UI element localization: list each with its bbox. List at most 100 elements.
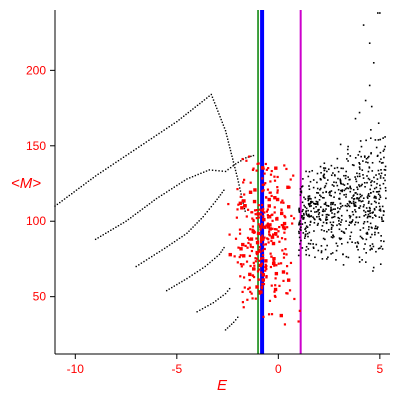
cloud-point xyxy=(354,209,356,211)
cloud-point xyxy=(374,233,376,236)
curve-3-point xyxy=(143,260,145,263)
curve-1-point xyxy=(222,124,225,126)
red-point xyxy=(260,209,263,212)
cloud-point xyxy=(331,184,334,186)
red-point xyxy=(248,238,251,241)
cloud-point xyxy=(360,184,363,187)
cloud-point xyxy=(320,245,323,247)
curve-4-point xyxy=(168,288,170,290)
cloud-point xyxy=(347,187,350,190)
red-point xyxy=(252,218,255,222)
cloud-point xyxy=(346,209,348,212)
curve-1-point xyxy=(163,129,165,131)
cloud-point xyxy=(339,178,342,181)
cloud-point xyxy=(335,242,338,245)
red-point xyxy=(256,231,261,236)
red-point xyxy=(259,213,263,216)
red-point xyxy=(284,216,287,219)
red-point xyxy=(259,228,262,231)
curve-3-point xyxy=(151,255,153,258)
curve-1-point xyxy=(155,134,158,136)
cloud-point xyxy=(324,201,327,204)
curve-3-point xyxy=(183,234,186,236)
curve-1-point xyxy=(59,201,61,204)
cloud-point xyxy=(360,200,363,203)
cloud-point xyxy=(372,211,374,213)
cloud-point xyxy=(323,162,326,165)
cloud-point xyxy=(300,226,302,229)
red-point xyxy=(227,202,230,206)
cloud-point xyxy=(382,220,385,222)
red-point xyxy=(255,250,259,255)
curve-2-point xyxy=(194,174,197,177)
cloud-point xyxy=(353,204,356,206)
cloud-point xyxy=(332,234,334,237)
cloud-point xyxy=(367,213,370,216)
cloud-point xyxy=(332,216,335,218)
cloud-point xyxy=(312,246,315,249)
curve-1-point xyxy=(82,184,85,186)
red-point xyxy=(239,275,242,278)
cloud-point xyxy=(369,209,371,212)
curve-2-point xyxy=(237,161,239,164)
cloud-point xyxy=(340,230,343,233)
cloud-point xyxy=(377,122,380,124)
cloud-point xyxy=(344,177,347,180)
cloud-point xyxy=(304,228,306,231)
red-point xyxy=(255,253,259,256)
cloud-point xyxy=(340,219,343,221)
cloud-point xyxy=(384,186,387,189)
cloud-point xyxy=(359,168,361,170)
curve-1-point xyxy=(199,102,201,105)
cloud-point xyxy=(326,170,328,173)
curve-1-point xyxy=(178,119,180,121)
curve-2-point xyxy=(107,231,109,233)
cloud-point xyxy=(312,243,314,245)
curve-2-point xyxy=(105,232,107,234)
cloud-point xyxy=(304,221,306,224)
curve-2-point xyxy=(130,217,132,219)
cloud-point xyxy=(379,194,381,197)
cloud-point xyxy=(350,202,353,205)
red-point xyxy=(273,175,276,178)
cloud-point xyxy=(301,201,304,204)
curve-4-point xyxy=(221,249,224,251)
cloud-point xyxy=(354,221,357,224)
curve-4-point xyxy=(194,272,196,275)
red-point xyxy=(233,255,236,258)
cloud-point xyxy=(301,216,303,219)
curve-4-point xyxy=(218,253,221,256)
cloud-point xyxy=(298,232,300,235)
upper-point xyxy=(377,12,379,14)
curve-1-point xyxy=(138,146,140,148)
cloud-point xyxy=(340,189,342,192)
curve-3-point xyxy=(221,191,223,194)
cloud-point xyxy=(352,200,355,203)
cloud-point xyxy=(337,177,339,180)
cloud-point xyxy=(374,227,376,230)
cloud-point xyxy=(313,217,315,220)
cloud-point xyxy=(314,203,317,205)
cloud-point xyxy=(356,241,359,243)
cloud-point xyxy=(367,193,370,195)
cloud-point xyxy=(323,203,326,205)
cloud-point xyxy=(337,207,339,209)
cloud-point xyxy=(335,249,338,252)
cloud-point xyxy=(360,145,363,148)
red-point xyxy=(286,226,289,229)
curve-1-point xyxy=(220,118,222,121)
cloud-point xyxy=(305,227,307,229)
red-point xyxy=(236,208,239,211)
cloud-point xyxy=(340,206,342,208)
cloud-point xyxy=(384,189,387,192)
red-point xyxy=(237,246,240,249)
cloud-point xyxy=(376,182,378,185)
red-point xyxy=(263,183,266,186)
cloud-point xyxy=(350,187,352,190)
curve-4-point xyxy=(223,246,225,249)
cloud-point xyxy=(332,224,334,227)
cloud-point xyxy=(367,194,369,197)
curve-1-point xyxy=(226,138,229,140)
cloud-point xyxy=(324,185,327,187)
cloud-point xyxy=(307,242,310,245)
